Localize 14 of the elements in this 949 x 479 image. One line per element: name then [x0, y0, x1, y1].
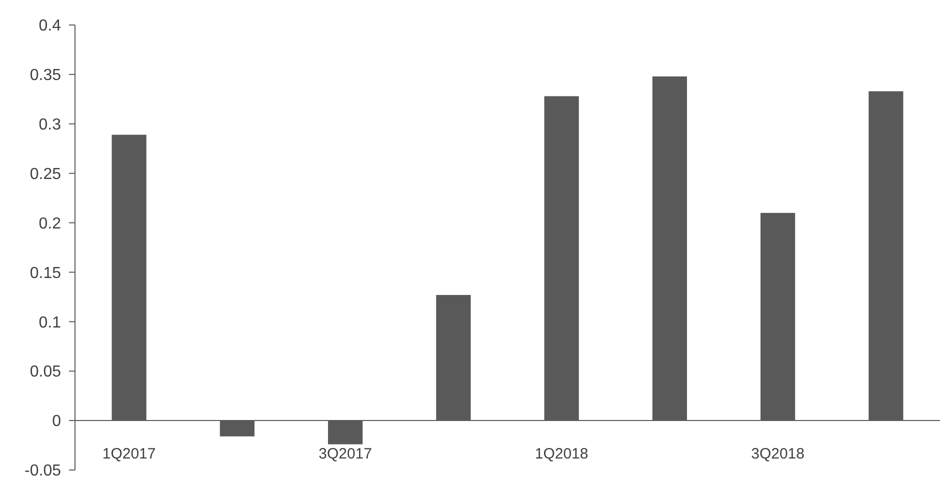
y-tick-label: 0.1: [38, 314, 62, 332]
x-tick-label: 1Q2018: [534, 446, 588, 463]
x-tick-label: 1Q2017: [102, 446, 156, 463]
y-tick-label: 0.35: [30, 67, 62, 84]
y-tick-label: 0.05: [30, 364, 62, 381]
y-tick-label: 0.2: [38, 215, 62, 232]
y-tick-label: -0.05: [24, 462, 62, 479]
y-tick-label: 0: [52, 413, 62, 430]
y-tick-label: 0.4: [38, 18, 62, 35]
x-tick-label: 3Q2017: [318, 446, 372, 463]
y-tick-label: 0.3: [38, 116, 62, 134]
y-tick-label: 0.15: [30, 264, 62, 282]
x-tick-label: 3Q2018: [751, 446, 805, 463]
y-tick-label: 0.25: [30, 166, 62, 183]
